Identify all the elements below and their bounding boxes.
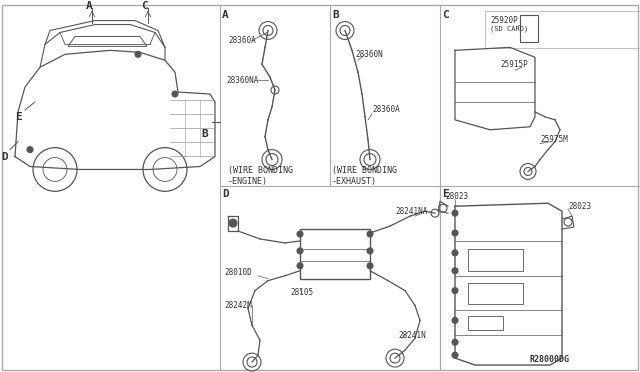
Circle shape	[452, 352, 458, 358]
Bar	[468, 249, 523, 271]
Text: D: D	[2, 151, 8, 161]
Circle shape	[135, 51, 141, 57]
Text: (SD CARD): (SD CARD)	[490, 25, 528, 32]
Text: (WIRE BONDING
-ENGINE): (WIRE BONDING -ENGINE)	[228, 167, 293, 186]
Circle shape	[452, 210, 458, 216]
Text: D: D	[222, 189, 228, 199]
Text: 28241NA: 28241NA	[395, 207, 428, 216]
Text: 28242M: 28242M	[224, 301, 252, 310]
Text: B: B	[202, 129, 209, 139]
Text: R28000DG: R28000DG	[530, 355, 570, 364]
Text: 25915P: 25915P	[500, 60, 528, 69]
Bar	[300, 229, 370, 279]
Circle shape	[229, 219, 237, 227]
Text: 28360NA: 28360NA	[226, 76, 259, 84]
Text: A: A	[86, 1, 92, 11]
Text: 28360A: 28360A	[228, 36, 256, 45]
Circle shape	[452, 317, 458, 323]
Text: B: B	[332, 10, 339, 20]
Text: A: A	[222, 10, 228, 20]
Circle shape	[367, 263, 373, 269]
Text: C: C	[442, 10, 449, 20]
Text: E: E	[442, 189, 449, 199]
Text: 28360A: 28360A	[372, 105, 400, 115]
Text: E: E	[15, 112, 21, 122]
Text: 28010D: 28010D	[224, 268, 252, 277]
Text: (WIRE BONDING
-EXHAUST): (WIRE BONDING -EXHAUST)	[332, 167, 397, 186]
Text: C: C	[141, 1, 148, 11]
Circle shape	[452, 288, 458, 294]
Circle shape	[172, 91, 178, 97]
Circle shape	[367, 231, 373, 237]
Text: 28023: 28023	[568, 202, 591, 211]
Circle shape	[297, 248, 303, 254]
Text: 28105: 28105	[290, 288, 313, 297]
Circle shape	[452, 230, 458, 236]
Circle shape	[367, 248, 373, 254]
Bar	[468, 283, 523, 305]
Circle shape	[297, 231, 303, 237]
Text: 28241N: 28241N	[398, 331, 426, 340]
Circle shape	[27, 147, 33, 153]
Bar	[468, 317, 503, 330]
Text: 25975M: 25975M	[540, 135, 568, 144]
Text: 25920P: 25920P	[490, 16, 518, 25]
Text: 28360N: 28360N	[355, 50, 383, 59]
Bar	[520, 15, 538, 42]
Circle shape	[452, 339, 458, 345]
Circle shape	[452, 250, 458, 256]
Circle shape	[452, 268, 458, 274]
Text: 28023: 28023	[445, 192, 468, 201]
Circle shape	[297, 263, 303, 269]
Bar	[485, 11, 640, 48]
